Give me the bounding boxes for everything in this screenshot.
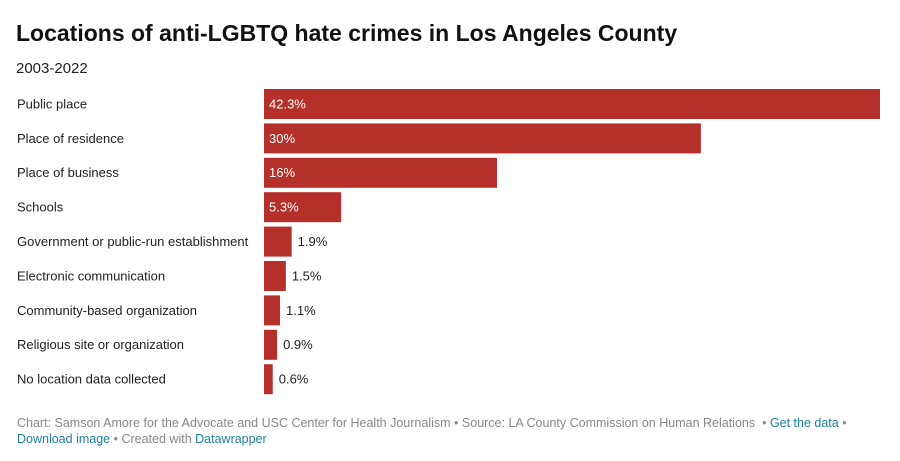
link[interactable]: Datawrapper	[195, 432, 267, 446]
value-label: 0.9%	[283, 337, 313, 352]
chart: Locations of anti-LGBTQ hate crimes in L…	[16, 20, 880, 395]
created: Created with	[121, 432, 192, 446]
category-label: No location data collected	[17, 372, 166, 387]
category-label: Place of residence	[17, 131, 124, 146]
category-label: Place of business	[17, 165, 119, 180]
chart-subtitle: 2003-2022	[16, 60, 88, 77]
value-label: 1.1%	[286, 303, 316, 318]
bar	[264, 364, 273, 395]
separator: •	[842, 416, 847, 430]
bar	[264, 329, 278, 360]
bar	[264, 295, 281, 326]
separator: •	[454, 416, 459, 430]
link[interactable]: Download image	[17, 432, 111, 446]
source: Source: LA County Commission on Human Re…	[461, 416, 756, 430]
bar	[264, 123, 701, 154]
value-label: 1.9%	[298, 234, 328, 249]
bar	[264, 192, 342, 223]
value-label: 1.5%	[292, 268, 322, 283]
footer: Chart: Samson Amore for the Advocate and…	[17, 415, 883, 447]
separator: •	[762, 416, 767, 430]
category-label: Community-based organization	[17, 303, 197, 318]
chart-title: Locations of anti-LGBTQ hate crimes in L…	[16, 20, 677, 46]
value-label: 16%	[269, 165, 295, 180]
bar	[264, 226, 292, 257]
value-label: 5.3%	[269, 200, 299, 215]
credit: Chart: Samson Amore for the Advocate and…	[17, 416, 451, 430]
bar	[264, 89, 880, 119]
category-label: Public place	[17, 96, 87, 111]
bar	[264, 157, 498, 188]
value-label: 42.3%	[269, 96, 306, 111]
category-label: Religious site or organization	[17, 337, 184, 352]
category-label: Government or public-run establishment	[17, 234, 249, 249]
value-label: 0.6%	[279, 372, 309, 387]
category-label: Electronic communication	[17, 268, 165, 283]
value-label: 30%	[269, 131, 295, 146]
bar	[264, 261, 286, 291]
separator: •	[113, 432, 118, 446]
category-label: Schools	[17, 200, 64, 215]
link[interactable]: Get the data	[769, 416, 839, 430]
